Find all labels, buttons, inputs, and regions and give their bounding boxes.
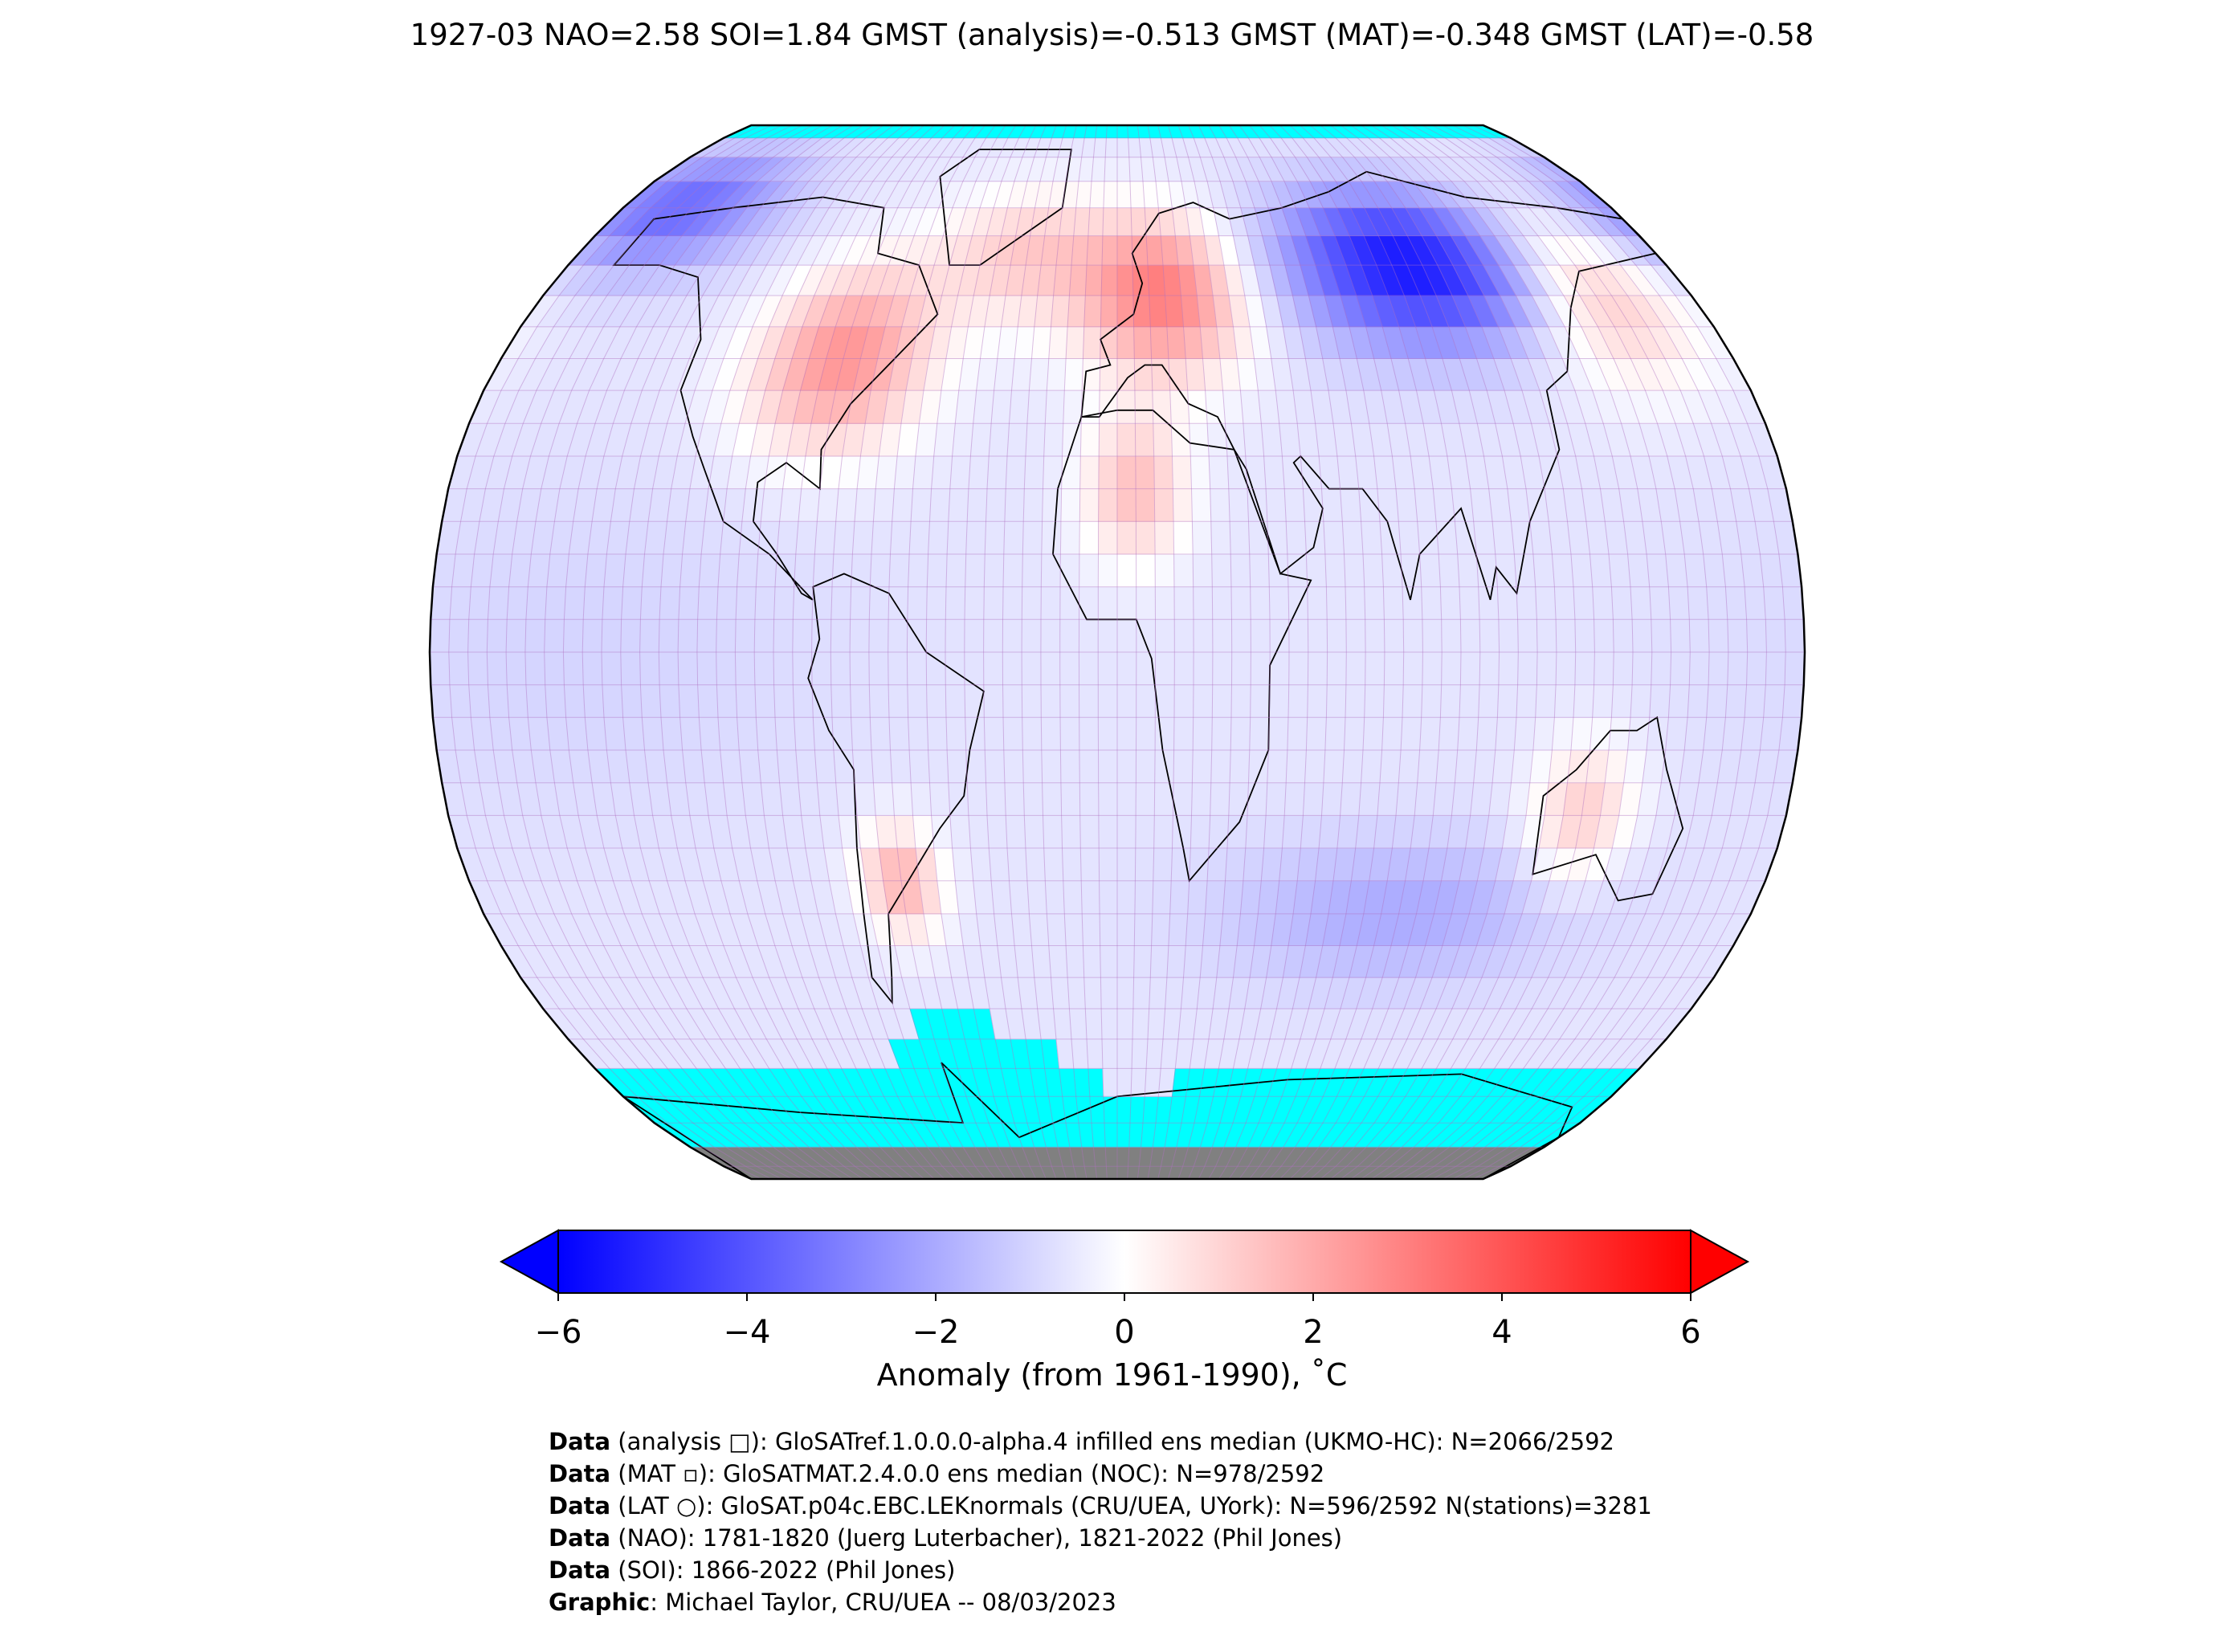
credit-line-nao: Data (NAO): 1781-1820 (Juerg Luterbacher… [549, 1524, 1343, 1552]
colorbar-tick-label: −4 [724, 1314, 771, 1351]
credit-line-lat: Data (LAT ○): GloSAT.p04c.EBC.LEKnormals… [549, 1492, 1652, 1519]
credit-line-soi: Data (SOI): 1866-2022 (Phil Jones) [549, 1556, 956, 1584]
colorbar-tick-label: 6 [1680, 1314, 1700, 1351]
map-title: 1927-03 NAO=2.58 SOI=1.84 GMST (analysis… [410, 18, 1814, 52]
colorbar-tick-label: 0 [1114, 1314, 1134, 1351]
colorbar-label: Anomaly (from 1961-1990), ˚C [876, 1357, 1348, 1393]
credit-line-analysis: Data (analysis □): GloSATref.1.0.0.0-alp… [549, 1428, 1615, 1455]
colorbar: −6 −4 −2 0 2 4 6 [499, 1229, 1750, 1351]
anomaly-grid-cells [430, 125, 1805, 1179]
colorbar-body [557, 1230, 1691, 1294]
colorbar-tick-label: −2 [912, 1314, 960, 1351]
anomaly-map [428, 124, 1806, 1181]
credit-line-graphic: Graphic: Michael Taylor, CRU/UEA -- 08/0… [549, 1589, 1116, 1616]
grid-cell [1784, 651, 1805, 686]
colorbar-ticks: −6 −4 −2 0 2 4 6 [535, 1293, 1701, 1351]
colorbar-tick-label: −6 [535, 1314, 582, 1351]
colorbar-tick-label: 4 [1492, 1314, 1512, 1351]
colorbar-extend-high [1690, 1229, 1750, 1295]
colorbar-extend-low [499, 1229, 559, 1295]
colorbar-tick-label: 2 [1303, 1314, 1323, 1351]
credit-line-mat: Data (MAT ▫): GloSATMAT.2.4.0.0 ens medi… [549, 1460, 1325, 1487]
credits-block: Data (analysis □): GloSATref.1.0.0.0-alp… [549, 1426, 1652, 1618]
